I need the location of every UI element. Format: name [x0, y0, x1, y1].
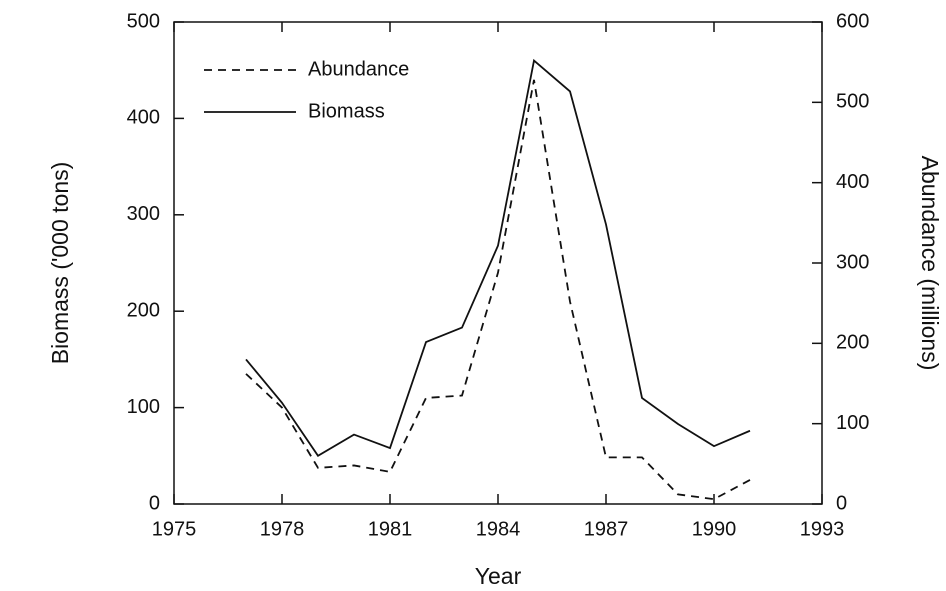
x-tick-label: 1987 — [584, 518, 629, 540]
y-tick-label: 500 — [127, 10, 160, 32]
x-tick-label: 1981 — [368, 518, 413, 540]
series-line — [245, 79, 751, 501]
y-axis-label: Biomass ('000 tons) — [47, 162, 73, 365]
plot-frame — [173, 21, 823, 505]
y2-tick-label: 400 — [836, 171, 869, 193]
x-tick-label: 1990 — [692, 518, 737, 540]
y2-tick-label: 200 — [836, 332, 869, 354]
y-tick-label: 300 — [127, 203, 160, 225]
legend-label: Abundance — [308, 58, 409, 80]
y2-axis-label: Abundance (millions) — [917, 156, 943, 371]
y-tick-label: 0 — [149, 492, 160, 514]
x-tick-label: 1975 — [152, 518, 197, 540]
y2-tick-label: 0 — [836, 492, 847, 514]
y2-tick-label: 500 — [836, 91, 869, 113]
series-line — [245, 58, 751, 458]
y2-tick-label: 600 — [836, 10, 869, 32]
y-tick-label: 200 — [127, 299, 160, 321]
x-axis-label: Year — [475, 563, 522, 589]
x-tick-label: 1978 — [260, 518, 305, 540]
y-tick-label: 100 — [127, 396, 160, 418]
x-tick-label: 1993 — [800, 518, 845, 540]
y2-tick-label: 300 — [836, 251, 869, 273]
x-tick-label: 1984 — [476, 518, 521, 540]
legend-label: Biomass — [308, 100, 385, 122]
y-tick-label: 400 — [127, 107, 160, 129]
y2-tick-label: 100 — [836, 412, 869, 434]
